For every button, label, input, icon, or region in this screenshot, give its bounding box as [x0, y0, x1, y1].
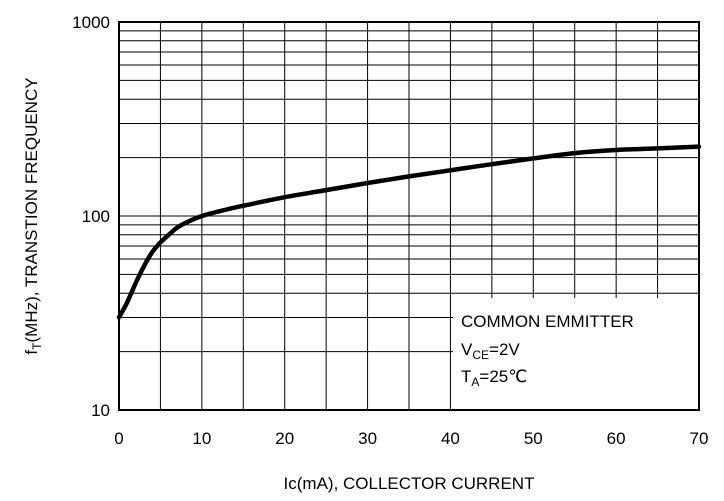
- x-tick-labels: 0 10 20 30 40 50 60 70: [114, 429, 708, 448]
- y-axis-title: fT(MHz), TRANSTION FREQUENCY: [22, 77, 44, 354]
- annotation-line-2: VCE=2V: [461, 340, 520, 362]
- x-tick-label: 10: [192, 429, 211, 448]
- annotation-box: [453, 298, 699, 410]
- series-curve: [116, 144, 702, 320]
- x-tick-label: 30: [358, 429, 377, 448]
- y-tick-label: 10: [91, 401, 110, 420]
- x-tick-label: 0: [114, 429, 123, 448]
- annotation-line-1: COMMON EMMITTER: [461, 312, 634, 331]
- x-tick-label: 20: [275, 429, 294, 448]
- annotation-line-3: TA=25℃: [461, 367, 527, 389]
- y-tick-label: 1000: [72, 13, 110, 32]
- x-tick-label: 60: [607, 429, 626, 448]
- x-axis-title: Ic(mA), COLLECTOR CURRENT: [284, 474, 535, 493]
- x-tick-label: 50: [524, 429, 543, 448]
- plot-frame: [118, 21, 700, 411]
- x-tick-label: 70: [690, 429, 709, 448]
- y-tick-label: 100: [82, 207, 110, 226]
- x-tick-label: 40: [441, 429, 460, 448]
- y-tick-labels: 10 100 1000: [72, 13, 110, 420]
